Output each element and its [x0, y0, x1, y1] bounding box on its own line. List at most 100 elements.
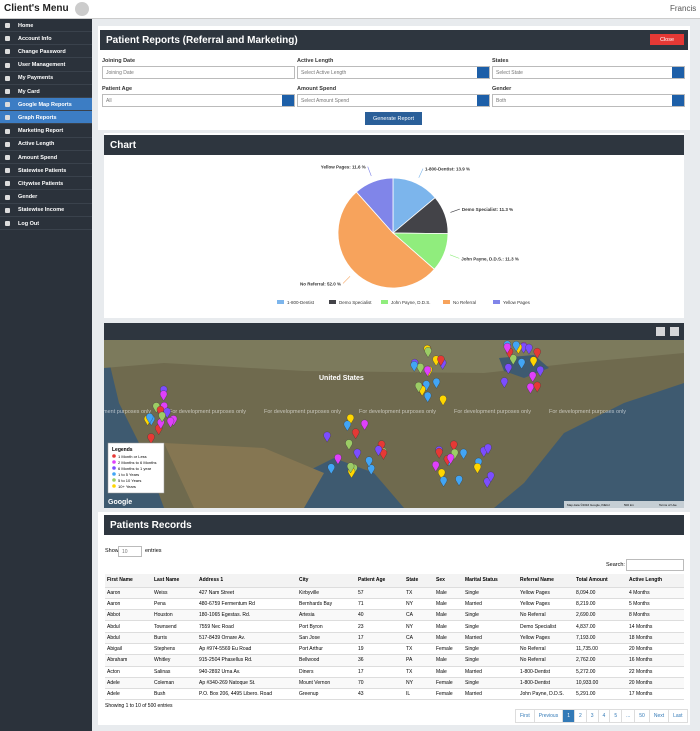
- sidebar-item[interactable]: Account Info: [0, 32, 92, 46]
- search-label: Search:: [606, 562, 625, 568]
- column-header[interactable]: Patient Age: [356, 574, 404, 588]
- table-cell: Abbot: [105, 609, 152, 622]
- table-cell: 18 Months: [627, 632, 684, 644]
- sidebar-label: Home: [18, 22, 34, 29]
- sidebar-item[interactable]: Google Map Reports: [0, 98, 92, 112]
- table-row: Acton Salinas 940-2892 Urna Av. Diners 17 TX M…: [105, 666, 684, 678]
- sidebar-item[interactable]: My Payments: [0, 72, 92, 85]
- table-cell: Weiss: [152, 587, 197, 599]
- length-select[interactable]: 10: [118, 546, 142, 557]
- map-legend-label: 1 Month or Less: [118, 454, 147, 459]
- table-cell: 17: [356, 632, 404, 644]
- column-header[interactable]: City: [297, 574, 356, 588]
- sidebar-item[interactable]: My Card: [0, 85, 92, 98]
- sidebar-label: Gender: [18, 194, 38, 201]
- map-place: United States: [319, 375, 364, 382]
- table-cell: 43: [356, 688, 404, 701]
- search-input[interactable]: [626, 559, 684, 571]
- page-button[interactable]: First: [515, 709, 535, 723]
- page-button[interactable]: ...: [621, 709, 636, 723]
- sidebar-item[interactable]: Gender: [0, 191, 92, 204]
- map-legend-label: 10+ Years: [118, 484, 136, 489]
- field-input[interactable]: Select Active Length: [297, 66, 490, 79]
- field-input[interactable]: Select State: [492, 66, 685, 79]
- pie-chart: 1-800-Dentist: 13.9 % Demo Specialist: 11…: [277, 165, 531, 305]
- column-header[interactable]: State: [404, 574, 434, 588]
- user-name[interactable]: Francis: [670, 4, 697, 13]
- sidebar-item[interactable]: Log Out: [0, 217, 92, 230]
- column-header[interactable]: Marital Status: [463, 574, 518, 588]
- sidebar-label: Log Out: [18, 220, 40, 227]
- table-cell: Demo Specialist: [518, 620, 574, 633]
- table-cell: 8,094.00: [574, 587, 627, 599]
- close-button[interactable]: Close: [650, 34, 684, 45]
- page-button[interactable]: 4: [597, 709, 611, 723]
- slice-name: Demo Specialist: [462, 207, 497, 212]
- entries-label: entries: [145, 548, 162, 554]
- column-header[interactable]: Last Name: [152, 574, 197, 588]
- table-cell: 23: [356, 620, 404, 633]
- column-header[interactable]: First Name: [105, 574, 152, 588]
- table-cell: 20 Months: [627, 643, 684, 656]
- sidebar-item[interactable]: Marketing Report: [0, 125, 92, 138]
- page-button[interactable]: 50: [634, 709, 650, 723]
- label-connector: [450, 208, 460, 213]
- column-header[interactable]: Sex: [434, 574, 463, 588]
- sidebar-item[interactable]: Home: [0, 19, 92, 32]
- field-input[interactable]: Both: [492, 94, 685, 107]
- header-row: First Name Last Name Address 1 City Patient …: [105, 574, 684, 588]
- table-cell: Male: [434, 632, 463, 644]
- sidebar-item[interactable]: Statewise Patients: [0, 164, 92, 178]
- table-cell: Abigail: [105, 643, 152, 656]
- map-pin: [459, 448, 468, 460]
- page-button[interactable]: Previous: [533, 709, 564, 723]
- map-pin: [415, 381, 423, 393]
- field-input[interactable]: Select Amount Spend: [297, 94, 490, 107]
- table-cell: Bush: [152, 688, 197, 701]
- sidebar-item[interactable]: Statewise Income: [0, 204, 92, 217]
- sidebar-item[interactable]: Citywise Patients: [0, 177, 92, 191]
- menu-toggle[interactable]: [75, 2, 89, 16]
- generate-button[interactable]: Generate Report: [365, 112, 422, 125]
- sidebar-item[interactable]: Change Password: [0, 45, 92, 59]
- map-pin: [345, 439, 353, 451]
- field-input[interactable]: All: [102, 94, 295, 107]
- sidebar-item[interactable]: Graph Reports: [0, 111, 92, 125]
- table-cell: Bernhards Bay: [297, 598, 356, 611]
- pagination: First Previous 1 2 3 4 5... 50 Next Last: [515, 709, 688, 723]
- show-label: Show: [105, 548, 119, 554]
- map-watermark: For development purposes only: [454, 409, 531, 415]
- table-cell: 71: [356, 598, 404, 611]
- sidebar-icon: [5, 36, 10, 42]
- slice-value: 52.0 %: [327, 281, 341, 286]
- field-label: States: [492, 58, 509, 64]
- sidebar-icon: [5, 62, 10, 68]
- map-pin: [360, 419, 369, 431]
- table-cell: 4 Months: [627, 587, 684, 599]
- field-label: Patient Age: [102, 86, 133, 92]
- slice-name: John Payne, D.D.S.: [461, 256, 502, 261]
- table-cell: Coleman: [152, 677, 197, 690]
- column-header[interactable]: Address 1: [197, 574, 297, 588]
- sidebar-item[interactable]: Active Length: [0, 138, 92, 151]
- column-header[interactable]: Referral Name: [518, 574, 574, 588]
- sidebar-item[interactable]: User Management: [0, 59, 92, 72]
- page-button[interactable]: Last: [668, 709, 688, 723]
- table-cell: Bellwood: [297, 654, 356, 667]
- map-pin: [423, 365, 432, 377]
- column-header[interactable]: Active Length: [627, 574, 684, 588]
- table-cell: Adele: [105, 688, 152, 701]
- page-button[interactable]: Next: [648, 709, 670, 723]
- table-cell: Pena: [152, 598, 197, 611]
- legend-label: John Payne, D.D.S.: [391, 300, 431, 305]
- table-cell: P.O. Box 206, 4495 Libero. Road: [197, 688, 297, 701]
- column-header[interactable]: Total Amount: [574, 574, 627, 588]
- table-cell: Single: [463, 677, 518, 690]
- sidebar-item[interactable]: Amount Spend: [0, 151, 92, 164]
- table-cell: Single: [463, 620, 518, 633]
- field-input[interactable]: Joining Date: [102, 66, 295, 79]
- sidebar-label: Amount Spend: [18, 154, 58, 161]
- map-pin: [346, 414, 355, 425]
- map-pin: [455, 475, 463, 487]
- table-cell: PA: [404, 654, 434, 667]
